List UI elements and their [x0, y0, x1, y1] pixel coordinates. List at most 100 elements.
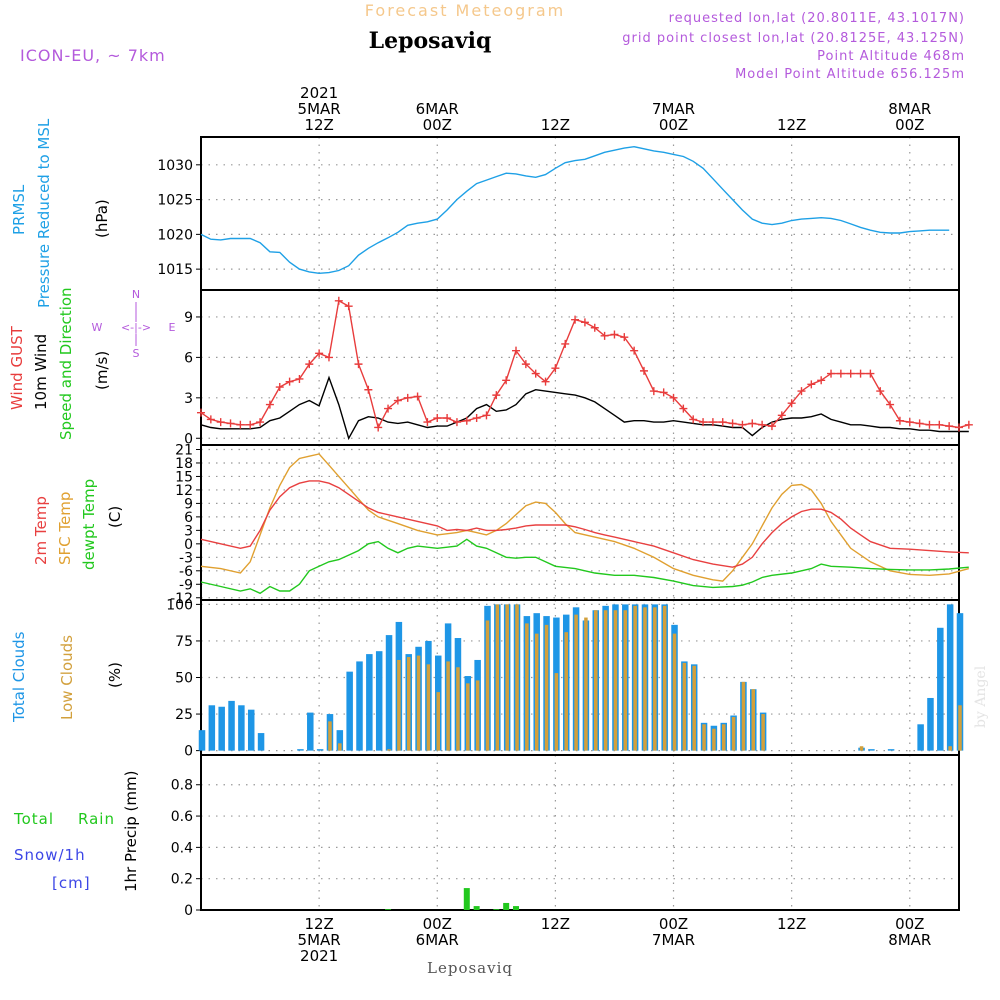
y-tick-label: 0 [184, 744, 193, 760]
y-tick-label: 12 [175, 483, 193, 499]
y-tick-label: 0 [184, 537, 193, 553]
wind-10m-line [200, 375, 969, 441]
clouds-unit: (%) [106, 662, 124, 688]
clouds-panel: 0 25 50 75 100 [166, 597, 964, 760]
gust-marker [256, 418, 265, 427]
bottom-tick-label: 7MAR [652, 931, 695, 949]
bottom-tick-label: 6MAR [416, 931, 459, 949]
temp-2m-label: 2m Temp [32, 496, 50, 565]
precip-total-label: Total [13, 810, 54, 828]
total-cloud-bar [218, 706, 225, 751]
gust-marker [748, 419, 757, 428]
bottom-tick-label: 12Z [541, 915, 570, 933]
gust-marker [334, 296, 343, 305]
gust-marker [964, 420, 973, 429]
panels: 10151020102510300369-12-9-6-303691215182… [157, 136, 973, 919]
gust-marker [354, 360, 363, 369]
gust-marker [610, 330, 619, 339]
gust-marker [945, 422, 954, 431]
total-cloud-bar [917, 724, 924, 751]
gust-marker [374, 423, 383, 432]
compass-n: N [132, 288, 140, 301]
temp-unit: (C) [106, 506, 124, 528]
y-tick-label: -6 [179, 564, 193, 580]
gust-marker [925, 420, 934, 429]
gust-marker [827, 369, 836, 378]
gust-marker [590, 323, 599, 332]
gust-marker [472, 414, 481, 423]
model-label: ICON-EU, ~ 7km [20, 46, 166, 65]
y-tick-label: -12 [170, 591, 193, 607]
low-cloud-bar [397, 659, 401, 751]
rain-bar [493, 909, 500, 910]
bottom-tick-label: 12Z [777, 915, 806, 933]
y-tick-label: 3 [184, 391, 193, 407]
gust-marker [580, 318, 589, 327]
pressure-panel-labels: PRMSL Pressure Reduced to MSL (hPa) [10, 118, 111, 308]
wind-panel: 0 3 6 9 [184, 289, 973, 447]
compass-w: W [92, 321, 103, 334]
low-cloud-bar [623, 610, 628, 751]
y-tick-label: 21 [175, 442, 193, 458]
low-cloud-bar [859, 746, 864, 751]
gust-marker [669, 393, 678, 402]
low-cloud-bar [456, 667, 460, 751]
y-tick-label: -3 [179, 550, 193, 566]
gust-marker [265, 400, 274, 409]
gust-marker [482, 411, 491, 420]
rain-bar [385, 909, 392, 910]
temp-dewpt-label: dewpt Temp [80, 479, 98, 570]
y-tick-label: 0.4 [171, 840, 193, 856]
low-cloud-bar [554, 673, 559, 751]
bottom-tick-label: 5MAR [298, 931, 341, 949]
model-altitude: Model Point Altitude 656.125m [735, 67, 965, 82]
total-cloud-bar [208, 705, 216, 751]
gust-marker [817, 376, 826, 385]
low-cloud-bar [564, 632, 568, 751]
y-tick-label: 1030 [157, 158, 193, 174]
top-tick-label: 2021 [300, 84, 338, 102]
low-cloud-bar [712, 728, 716, 751]
wind-unit: (m/s) [93, 351, 111, 390]
top-tick-label: 6MAR [416, 100, 459, 118]
gust-marker [639, 366, 648, 375]
gust-marker [955, 423, 963, 432]
gust-marker [797, 387, 806, 396]
wind-dir-label: Speed and Direction [57, 287, 75, 440]
gust-marker [531, 369, 540, 378]
footer-station: Leposaviq [427, 959, 513, 977]
rain-bar [473, 906, 480, 910]
y-tick-label: 75 [175, 634, 193, 650]
total-cloud-bar [366, 654, 373, 751]
gust-marker [236, 420, 245, 429]
low-cloud-bar [594, 610, 598, 751]
total-cloud-bar [238, 705, 245, 751]
total-cloud-bar [316, 749, 324, 751]
gust-marker [856, 369, 865, 378]
clouds-panel-labels: Total Clouds Low Clouds (%) [10, 631, 124, 723]
gust-marker [492, 391, 501, 400]
precip-panel: 0 0.2 0.4 0.6 0.8 [171, 754, 960, 919]
total-cloud-bar [356, 661, 363, 751]
low-cloud-bar [662, 605, 667, 751]
low-cloud-bar [574, 614, 578, 751]
compass-s: S [133, 347, 140, 360]
y-tick-label: -9 [179, 577, 193, 593]
requested-coords: requested lon,lat (20.8011E, 43.1017N) [669, 11, 965, 26]
t2m-line [200, 480, 969, 568]
credit-watermark: by Angel [973, 665, 989, 728]
gust-marker [571, 315, 580, 324]
low-cloud-bar [436, 692, 441, 751]
y-tick-label: 3 [184, 523, 193, 539]
y-tick-label: 0.8 [171, 778, 193, 794]
low-cloud-bar [731, 716, 736, 751]
gust-marker [699, 418, 708, 427]
low-cloud-bar [958, 705, 962, 751]
gust-marker [767, 422, 776, 431]
gust-marker [777, 411, 786, 420]
gust-marker [708, 418, 717, 427]
y-tick-label: 0.2 [171, 872, 193, 888]
top-tick-label: 00Z [423, 116, 452, 134]
low-cloud-bar [544, 624, 549, 751]
